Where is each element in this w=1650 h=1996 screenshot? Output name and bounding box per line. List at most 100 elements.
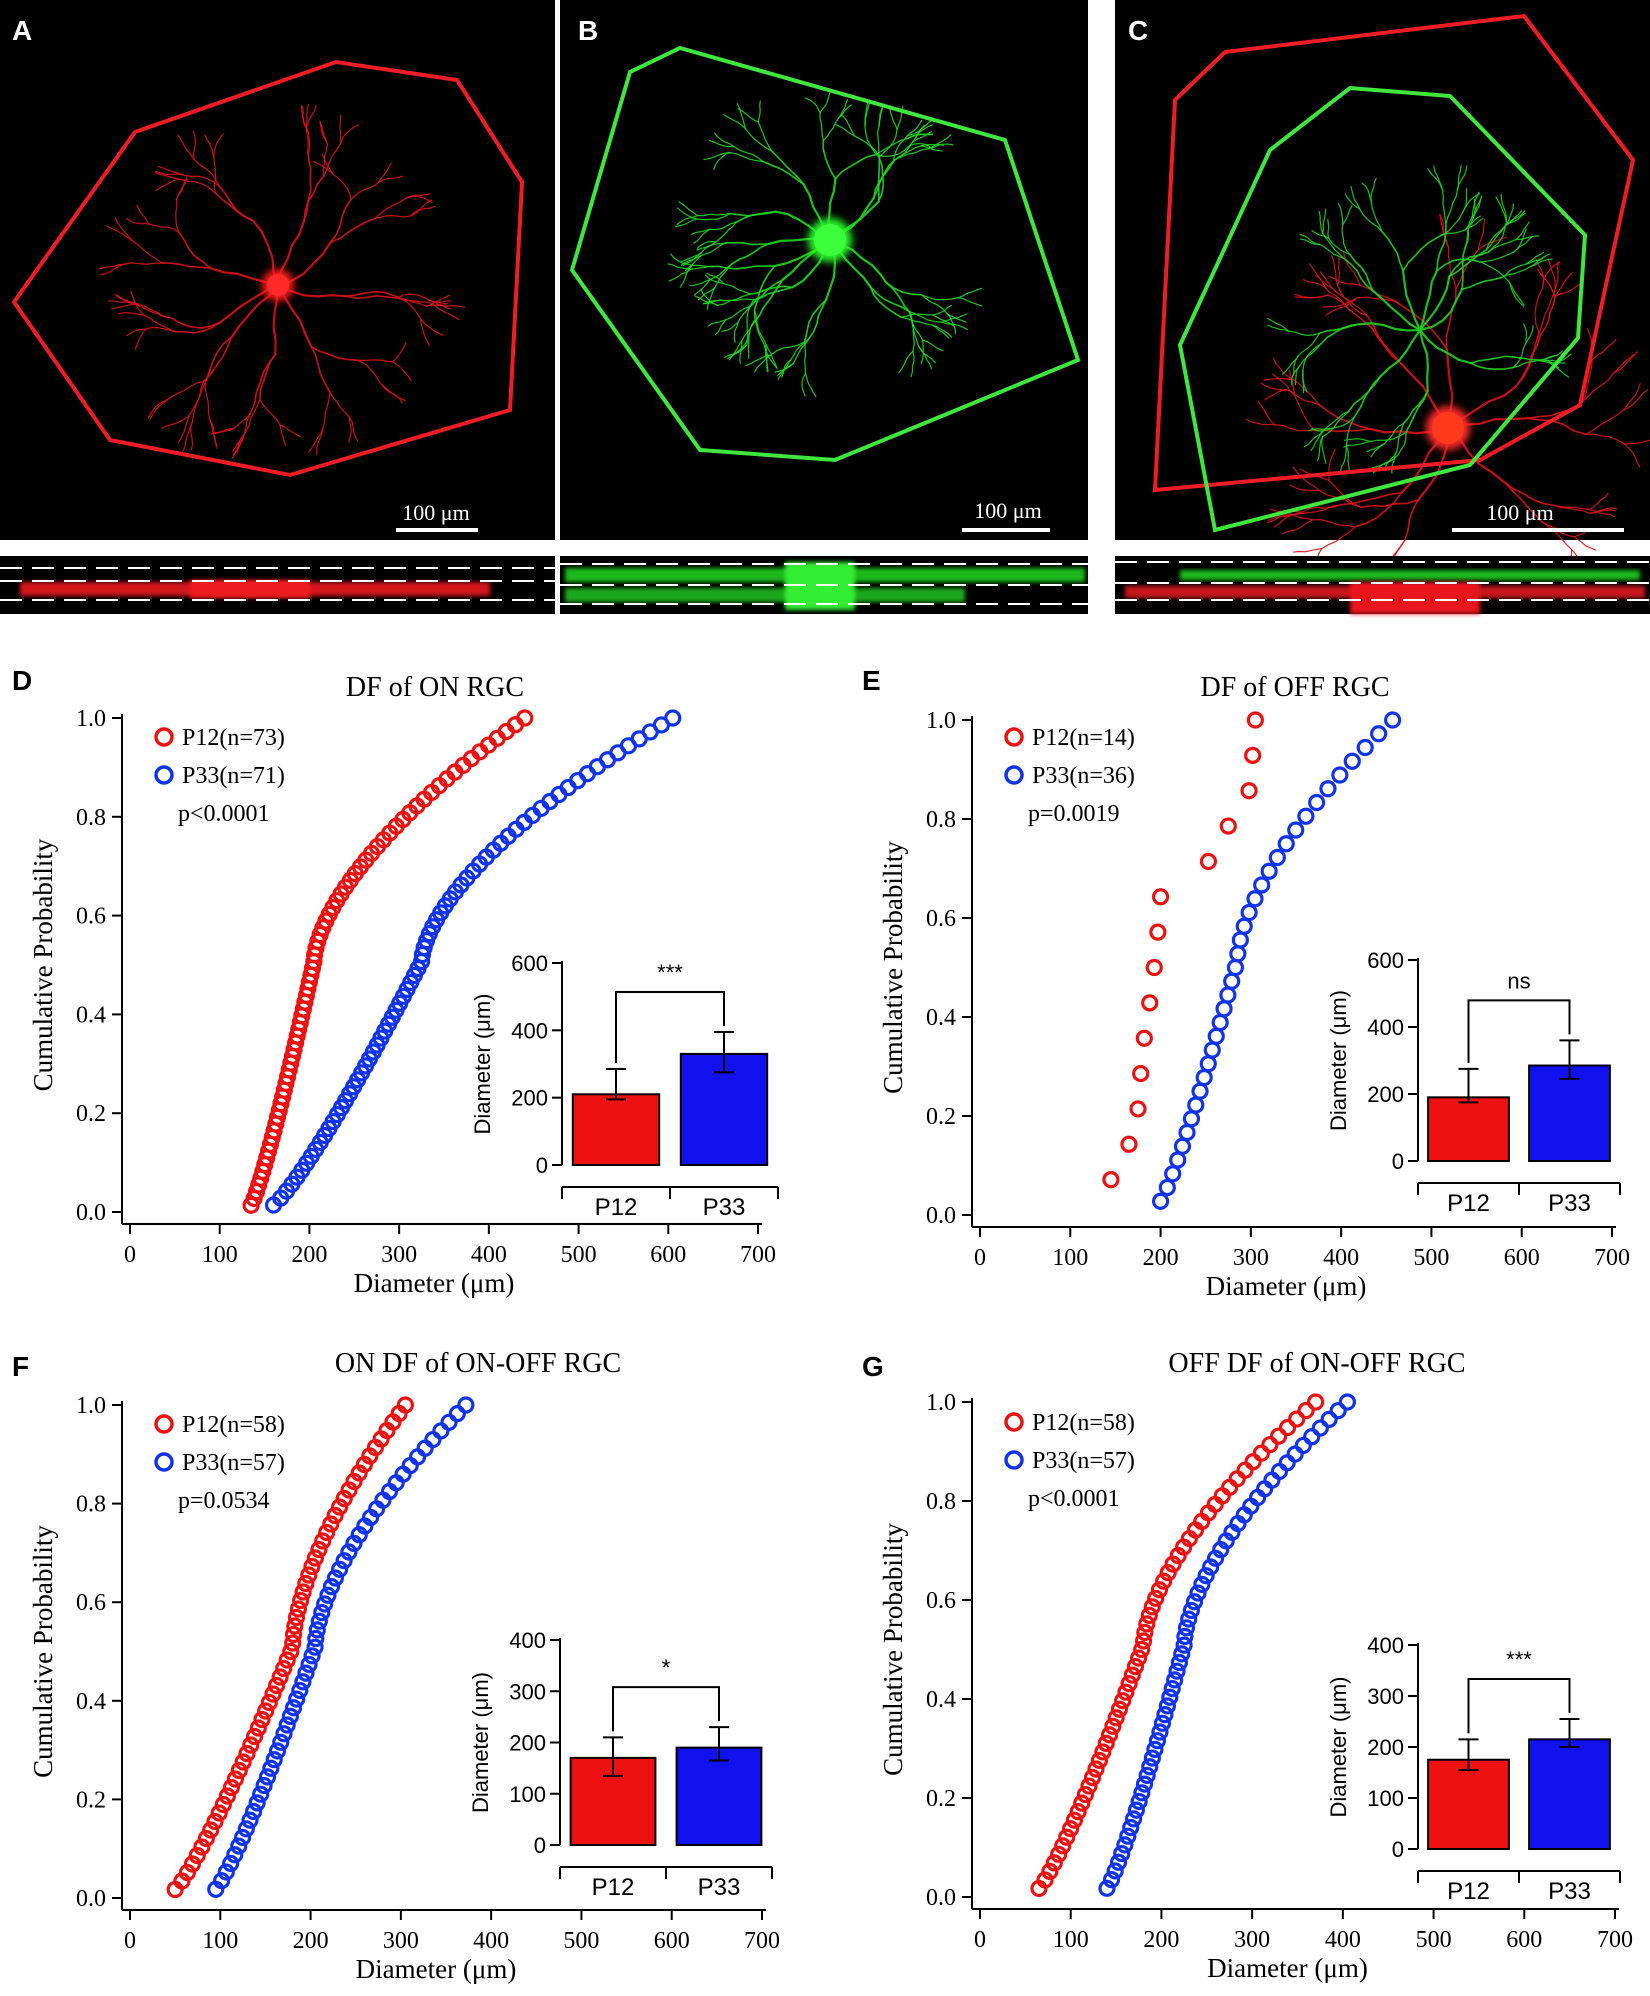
y-tick-label: 0.8: [926, 1489, 956, 1515]
scale-bar-a: [396, 528, 478, 532]
point-p12: [1155, 1572, 1173, 1590]
chart-f: F ON DF of ON-OFF RGC 0 100 200 300 400 500 600 7…: [12, 1348, 780, 1984]
point-p12: [1252, 1444, 1270, 1462]
point-p12: [193, 1838, 211, 1856]
point-p33: [319, 1586, 337, 1604]
point-p33: [1343, 752, 1361, 770]
point-p33: [1195, 1068, 1213, 1087]
point-p12: [1036, 1871, 1054, 1889]
point-p12: [1134, 1632, 1153, 1650]
point-p12: [1120, 1675, 1138, 1693]
point-p12: [271, 1668, 289, 1686]
significance-label: ***: [657, 960, 683, 985]
point-p33: [1178, 1123, 1196, 1142]
point-p33: [1113, 1844, 1131, 1863]
charts: D DF of ON RGC 0 100 200 300 400 500 600 700 0.0 0.…: [12, 665, 1633, 1984]
panel-letter-a: A: [12, 15, 32, 46]
point-p12: [1159, 1564, 1177, 1582]
point-p33: [1098, 1879, 1116, 1897]
point-p33: [288, 1690, 306, 1708]
point-p33: [1294, 1436, 1312, 1455]
inset-category-label: P12: [1447, 1878, 1490, 1905]
point-p33: [1151, 1723, 1169, 1741]
point-p12: [1054, 1837, 1072, 1855]
point-p33: [1116, 1836, 1134, 1854]
x-tick-label: 300: [381, 1242, 417, 1268]
point-p12: [1123, 1666, 1141, 1684]
point-p12: [292, 1591, 310, 1610]
point-p12: [1080, 1777, 1098, 1795]
point-p33: [1319, 780, 1337, 798]
x-tick-label: 500: [561, 1242, 597, 1268]
x-tick-label: 100: [1053, 1927, 1089, 1953]
point-p33: [1331, 766, 1349, 784]
point-p33: [448, 1405, 466, 1423]
x-tick-label: 300: [383, 1928, 419, 1954]
inset-y-tick-label: 600: [511, 951, 548, 976]
p-value: p<0.0001: [1028, 1486, 1120, 1512]
point-p33: [1176, 1627, 1194, 1646]
point-p33: [1170, 1653, 1188, 1672]
point-p12: [1129, 1649, 1148, 1667]
inset-y-tick-label: 0: [1392, 1837, 1404, 1862]
point-p12: [282, 1642, 300, 1661]
point-p12: [1140, 1606, 1158, 1624]
point-p12: [278, 1651, 296, 1669]
point-p33: [1161, 1688, 1179, 1706]
x-tick-label: 200: [291, 1242, 327, 1268]
point-p33: [217, 1863, 235, 1881]
inset-y-tick-label: 0: [1392, 1149, 1404, 1174]
y-tick-label: 0.8: [926, 807, 956, 833]
point-p12: [300, 1566, 318, 1584]
significance-label: *: [662, 1655, 671, 1680]
point-p33: [268, 1742, 287, 1760]
point-p12: [206, 1812, 224, 1831]
point-p12: [1240, 782, 1258, 800]
point-p33: [1133, 1784, 1151, 1802]
point-p33: [1193, 1575, 1211, 1593]
point-p33: [306, 1638, 324, 1656]
inset-y-tick-label: 100: [509, 1782, 546, 1807]
point-p33: [297, 1664, 315, 1682]
point-p12: [1147, 1589, 1165, 1607]
x-tick-label: 100: [202, 1928, 238, 1954]
legend-marker-p33: [1004, 765, 1024, 785]
y-tick-label: 0.0: [926, 1885, 956, 1911]
point-p12: [1138, 1615, 1156, 1633]
point-p33: [1102, 1871, 1121, 1889]
x-tick-label: 0: [124, 1242, 136, 1268]
point-p12: [286, 1617, 304, 1635]
point-p12: [264, 1685, 282, 1703]
point-p12: [1136, 1623, 1154, 1642]
chart-title: OFF DF of ON-OFF RGC: [1168, 1348, 1465, 1379]
panel-letter-e: E: [862, 665, 881, 696]
point-p12: [1114, 1692, 1132, 1710]
point-p33: [1138, 1766, 1156, 1785]
inset-y-tick-label: 300: [509, 1679, 546, 1704]
x-tick-label: 500: [1413, 1245, 1449, 1271]
p-value: p=0.0019: [1028, 801, 1120, 827]
point-p33: [222, 1854, 240, 1873]
point-p12: [1087, 1760, 1105, 1778]
legend-marker-p12: [154, 1414, 174, 1434]
point-p12: [1041, 1862, 1059, 1880]
point-p33: [307, 1629, 325, 1648]
point-p33: [1260, 862, 1278, 880]
x-tick-label: 700: [1594, 1245, 1630, 1271]
micrograph-b: B 100 μm: [560, 0, 1088, 614]
point-p33: [284, 1699, 303, 1717]
inset-bar-p12: [1427, 1758, 1510, 1850]
point-p33: [1287, 821, 1305, 839]
x-tick-label: 700: [744, 1928, 780, 1954]
point-p33: [432, 1422, 450, 1440]
x-axis-label: Diameter (μm): [1207, 1953, 1368, 1983]
point-p33: [1130, 1792, 1148, 1811]
p-value: p<0.0001: [178, 801, 270, 827]
point-p33: [1207, 1027, 1225, 1045]
point-p33: [265, 1751, 283, 1769]
point-p33: [1148, 1732, 1167, 1750]
point-p33: [1320, 1410, 1338, 1428]
side-view-signal-c-green: [1180, 570, 1640, 580]
point-p33: [230, 1837, 248, 1855]
